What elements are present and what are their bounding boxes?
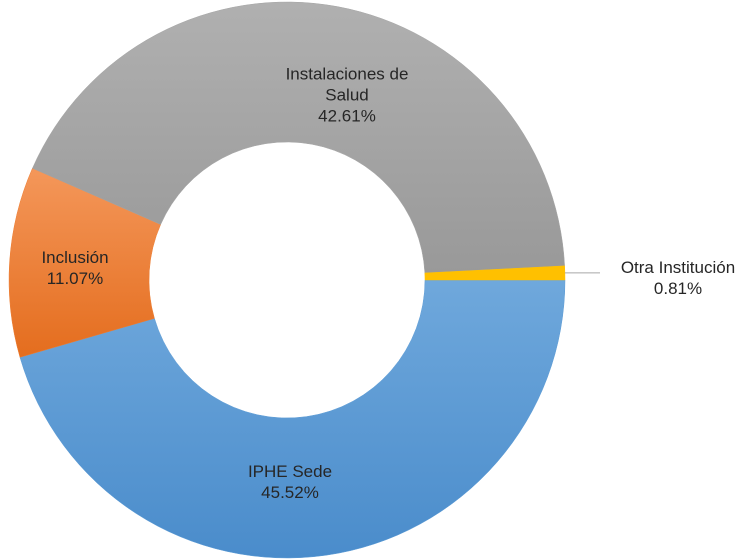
data-label: IPHE Sede 45.52% (210, 461, 370, 503)
data-label: Otra Institución 0.81% (578, 257, 755, 299)
donut-segment (424, 265, 566, 281)
donut-segment (19, 279, 566, 559)
data-label: Inclusión 11.07% (15, 247, 135, 289)
value-label: 45.52% (261, 483, 319, 502)
category-label: Otra Institución (620, 258, 736, 277)
category-label: IPHE Sede (247, 462, 333, 481)
value-label: 0.81% (653, 279, 703, 298)
category-label: Instalaciones de Salud (285, 64, 409, 105)
category-label: Inclusión (41, 248, 109, 267)
value-label: 42.61% (318, 106, 376, 126)
value-label: 11.07% (46, 269, 104, 288)
data-label: Instalaciones de Salud 42.61% (272, 64, 422, 127)
